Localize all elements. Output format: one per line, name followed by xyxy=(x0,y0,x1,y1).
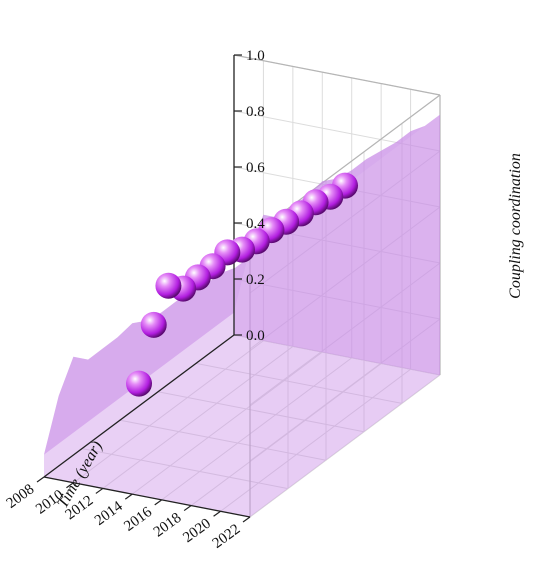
data-points xyxy=(126,172,358,397)
z-tick-label: 0.8 xyxy=(246,104,265,120)
grid-line xyxy=(102,346,294,489)
x-tick xyxy=(242,516,251,523)
grid-line xyxy=(249,206,441,350)
z-axis-title: Coupling coordination xyxy=(507,153,524,299)
z-tick-label: 0.2 xyxy=(246,272,265,288)
axes-front-edges xyxy=(43,55,251,518)
z-tick-label: 1.0 xyxy=(246,48,265,64)
grid-line xyxy=(195,362,403,404)
data-point xyxy=(126,370,152,397)
x-tick-label: 2022 xyxy=(210,521,244,552)
grid-line xyxy=(233,278,441,320)
x-tick xyxy=(66,482,74,489)
surface-ribbon xyxy=(44,114,440,517)
x-tick-label: 2018 xyxy=(151,510,185,541)
x-tick-label: 2020 xyxy=(180,516,214,547)
x-tick xyxy=(95,487,104,494)
x-tick xyxy=(183,505,192,512)
grid-line xyxy=(190,363,382,506)
z-tick-label: 0.0 xyxy=(246,328,265,344)
z-tick-label: 0.4 xyxy=(246,216,265,232)
grid-line xyxy=(233,110,441,152)
surface-top xyxy=(44,114,440,455)
z-axis-ticks: 0.0 0.2 0.4 0.6 0.8 1.0 xyxy=(234,48,265,344)
depth-axis-line xyxy=(43,334,235,478)
x-tick-label: 2014 xyxy=(92,498,126,529)
x-tick xyxy=(124,493,133,500)
data-point xyxy=(140,311,167,338)
grid-line xyxy=(73,340,264,484)
grid-line xyxy=(157,391,365,433)
data-point xyxy=(155,272,182,299)
x-tick xyxy=(213,510,221,517)
box-edge xyxy=(233,54,441,96)
grid-line xyxy=(249,262,441,406)
grid-line xyxy=(233,334,441,376)
grid-line xyxy=(220,368,411,512)
x-tick xyxy=(154,499,163,506)
grid-line xyxy=(131,351,323,495)
grid-line xyxy=(249,374,441,518)
z-tick-label: 0.6 xyxy=(246,160,265,176)
x-tick-label: 2008 xyxy=(4,481,38,512)
grid-line xyxy=(119,419,327,461)
surface-end-cap xyxy=(250,114,440,517)
grid-line xyxy=(249,150,441,294)
surface-far-curtain xyxy=(234,114,440,375)
x-tick-label: 2016 xyxy=(121,504,155,535)
axes-back-panels xyxy=(43,54,441,518)
x-axis-line xyxy=(43,476,251,518)
grid-line xyxy=(81,448,289,490)
grid-line xyxy=(161,357,353,501)
x-tick xyxy=(36,476,45,483)
